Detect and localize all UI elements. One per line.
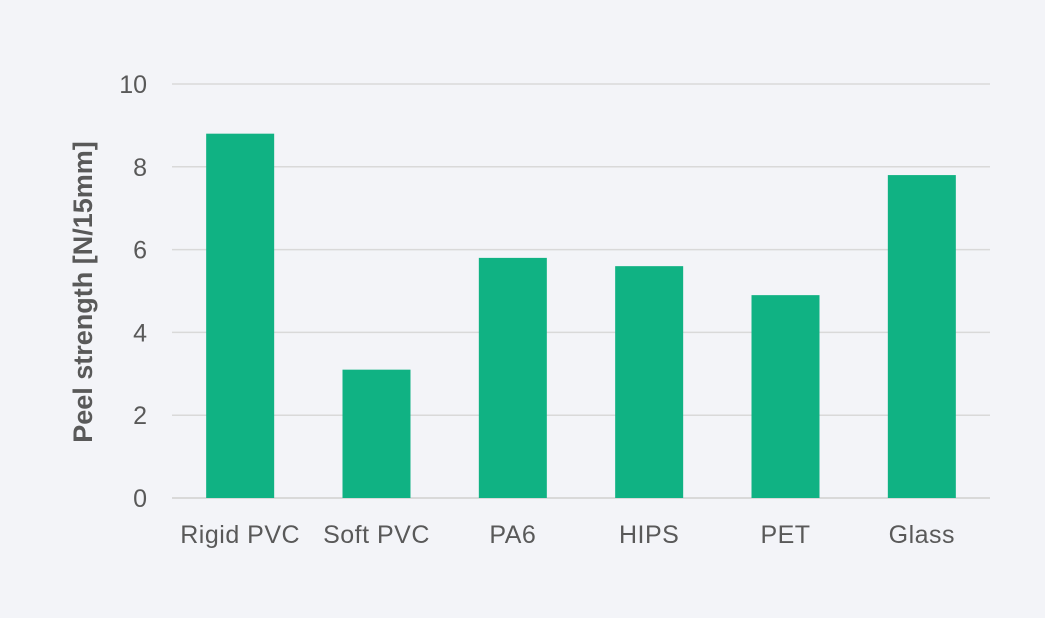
x-tick-label: PA6	[489, 521, 536, 549]
bar	[342, 369, 411, 498]
y-tick-label: 0	[133, 485, 147, 513]
y-axis-title: Peel strength [N/15mm]	[68, 141, 98, 443]
bar	[206, 133, 275, 498]
y-tick-label: 10	[119, 71, 147, 99]
x-tick-label: Glass	[889, 521, 955, 549]
y-tick-label: 6	[133, 237, 147, 265]
bar	[615, 266, 684, 498]
bar	[887, 175, 956, 498]
gridlines	[172, 83, 990, 499]
x-tick-label: Soft PVC	[323, 521, 430, 549]
y-tick-label: 2	[133, 402, 147, 430]
bar	[478, 257, 547, 498]
y-tick-label: 4	[133, 319, 147, 347]
bars	[206, 133, 956, 498]
x-axis-labels: Rigid PVC Soft PVC PA6 HIPS PET Glass	[180, 521, 955, 549]
y-tick-label: 8	[133, 154, 147, 182]
x-tick-label: Rigid PVC	[180, 521, 300, 549]
x-tick-label: HIPS	[619, 521, 679, 549]
x-tick-label: PET	[760, 521, 810, 549]
y-axis-ticks: 0 2 4 6 8 10	[119, 71, 147, 513]
bar	[751, 295, 820, 498]
